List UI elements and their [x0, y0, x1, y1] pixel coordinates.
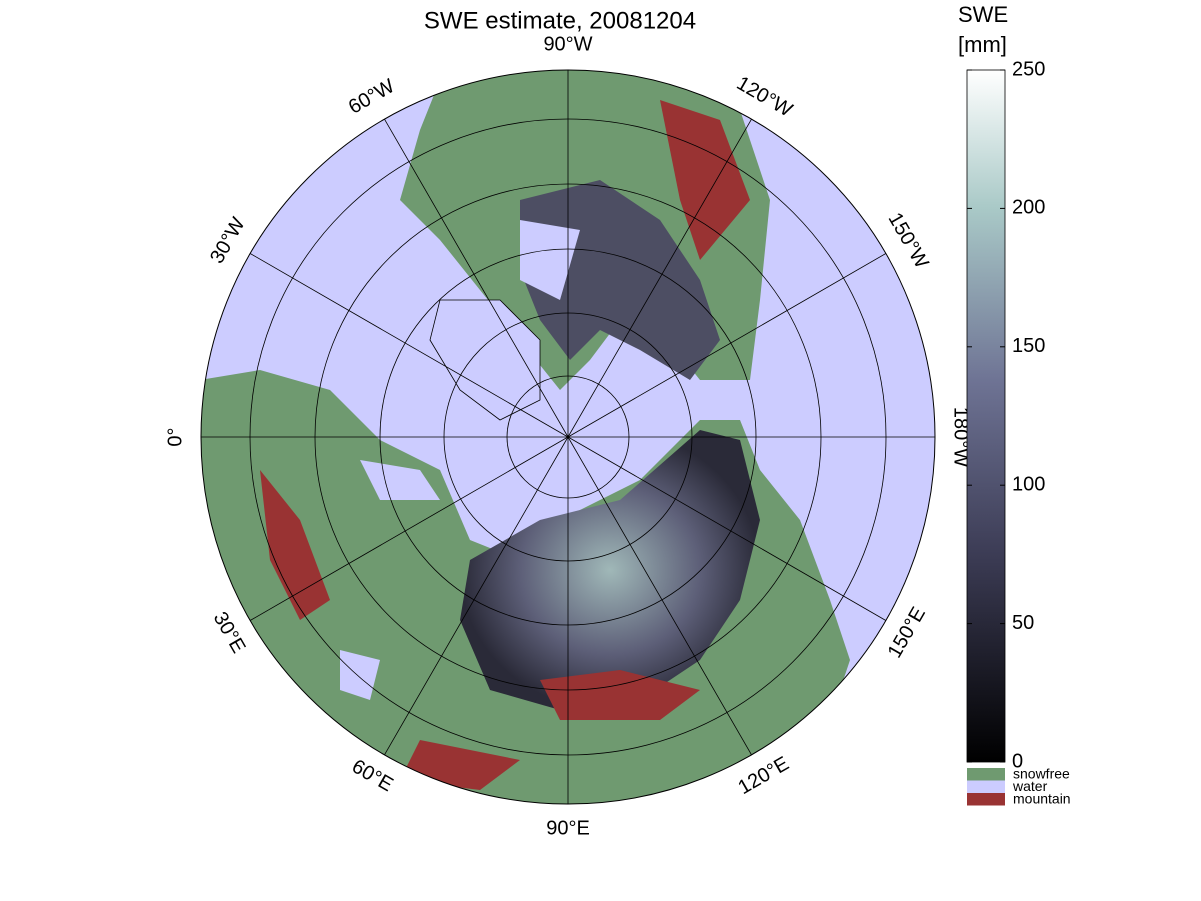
- meridian: [567, 436, 752, 756]
- legend-label: snowfree: [1013, 766, 1070, 782]
- longitude-label: 60°W: [345, 75, 399, 119]
- colorbar-tick-label: 250: [1012, 58, 1045, 80]
- meridian: [249, 436, 569, 621]
- lakes-seas: [340, 220, 580, 700]
- colorbar-tick-label: 0: [1012, 750, 1023, 772]
- map-frame: [200, 69, 936, 805]
- legend-label: water: [1012, 778, 1048, 794]
- longitude-label: 90°E: [546, 817, 590, 839]
- colorbar: [966, 69, 1006, 763]
- longitude-label: 0°: [164, 427, 186, 446]
- meridian: [384, 436, 569, 756]
- meridian: [567, 436, 887, 621]
- longitude-label: 90°W: [543, 33, 592, 55]
- legend-swatch: [967, 768, 1005, 781]
- longitude-label: 30°E: [209, 608, 250, 657]
- longitude-label: 30°W: [206, 214, 250, 268]
- legend-swatch: [967, 780, 1005, 793]
- colorbar-tick-label: 200: [1012, 197, 1045, 219]
- legend-swatch: [967, 793, 1005, 806]
- graticule: [201, 70, 935, 804]
- longitude-label: 180°W: [950, 407, 972, 467]
- legend-label: mountain: [1013, 791, 1071, 807]
- colorbar-tick-label: 50: [1012, 612, 1034, 634]
- longitude-label: 60°E: [348, 755, 397, 796]
- map-title: SWE estimate, 20081204: [424, 7, 696, 34]
- colorbar-ticks: 0 50 100 150 200 250: [967, 58, 1045, 772]
- meridian: [567, 118, 752, 438]
- meridian: [384, 118, 569, 438]
- meridian: [249, 253, 569, 438]
- greenland-outline: [429, 299, 541, 421]
- mountain-areas: [260, 100, 750, 790]
- colorbar-tick-label: 100: [1012, 473, 1045, 495]
- colorbar-title: SWE: [958, 2, 1008, 27]
- meridian: [567, 253, 887, 438]
- colorbar-unit: [mm]: [958, 32, 1007, 57]
- colorbar-tick-label: 150: [1012, 335, 1045, 357]
